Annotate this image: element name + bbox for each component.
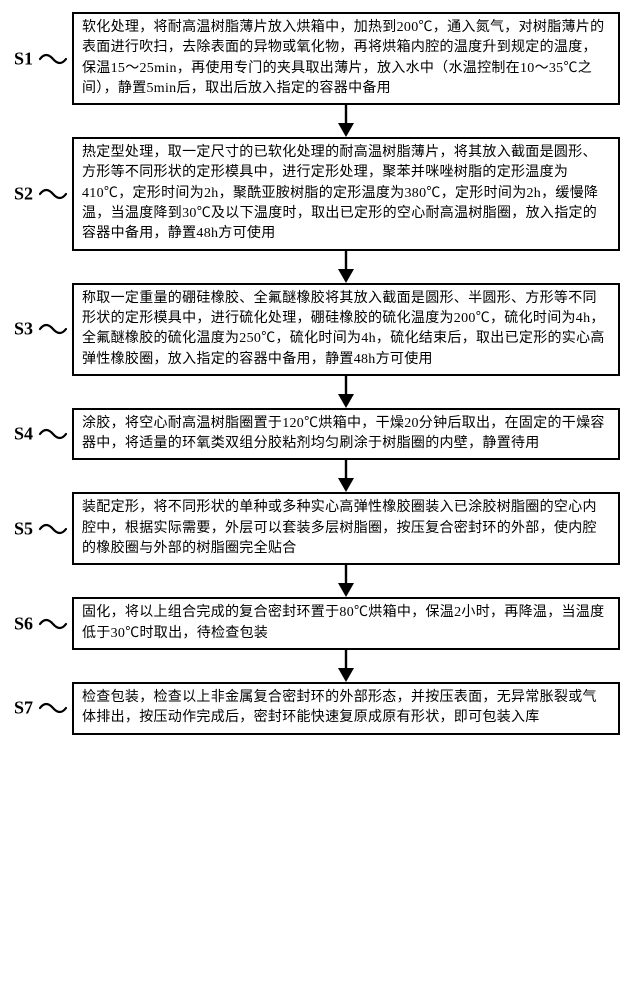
arrow-down-icon	[336, 251, 356, 283]
step-label: S3	[10, 309, 72, 349]
tilde-icon	[38, 615, 70, 633]
arrow-down-icon	[336, 460, 356, 492]
steps-container: S1 软化处理，将耐高温树脂薄片放入烘箱中，加热到200℃，通入氮气，对树脂薄片的…	[10, 12, 620, 735]
step-label: S4	[10, 414, 72, 454]
arrow-down-icon	[336, 650, 356, 682]
tilde-icon	[38, 520, 70, 538]
tilde-icon	[38, 185, 70, 203]
tilde-icon	[38, 425, 70, 443]
tilde-icon	[38, 699, 70, 717]
arrow-down-icon	[336, 105, 356, 137]
arrow-down	[10, 251, 620, 283]
step-s3: S3 称取一定重量的硼硅橡胶、全氟醚橡胶将其放入截面是圆形、半圆形、方形等不同形状…	[10, 283, 620, 376]
arrow-down	[10, 105, 620, 137]
arrow-down	[10, 376, 620, 408]
step-s5: S5 装配定形，将不同形状的单种或多种实心高弹性橡胶圈装入已涂胶树脂圈的空心内腔中…	[10, 492, 620, 565]
arrow-down	[10, 650, 620, 682]
step-s6: S6 固化，将以上组合完成的复合密封环置于80℃烘箱中，保温2小时，再降温，当温度…	[10, 597, 620, 650]
step-label: S6	[10, 604, 72, 644]
step-label: S2	[10, 174, 72, 214]
step-s2: S2 热定型处理，取一定尺寸的已软化处理的耐高温树脂薄片，将其放入截面是圆形、方形…	[10, 137, 620, 250]
step-label: S7	[10, 688, 72, 728]
step-label-text: S2	[14, 183, 33, 204]
step-label-text: S7	[14, 698, 33, 719]
step-s1: S1 软化处理，将耐高温树脂薄片放入烘箱中，加热到200℃，通入氮气，对树脂薄片的…	[10, 12, 620, 105]
arrow-down-icon	[336, 565, 356, 597]
step-s7: S7 检查包装，检查以上非金属复合密封环的外部形态，并按压表面，无异常胀裂或气体排…	[10, 682, 620, 735]
arrow-down	[10, 460, 620, 492]
step-label-text: S1	[14, 48, 33, 69]
step-label-text: S3	[14, 319, 33, 340]
step-box: 固化，将以上组合完成的复合密封环置于80℃烘箱中，保温2小时，再降温，当温度低于…	[72, 597, 620, 650]
step-box: 涂胶，将空心耐高温树脂圈置于120℃烘箱中，干燥20分钟后取出，在固定的干燥容器…	[72, 408, 620, 461]
step-box: 软化处理，将耐高温树脂薄片放入烘箱中，加热到200℃，通入氮气，对树脂薄片的表面…	[72, 12, 620, 105]
tilde-icon	[38, 50, 70, 68]
step-label: S5	[10, 509, 72, 549]
step-s4: S4 涂胶，将空心耐高温树脂圈置于120℃烘箱中，干燥20分钟后取出，在固定的干燥…	[10, 408, 620, 461]
step-box: 热定型处理，取一定尺寸的已软化处理的耐高温树脂薄片，将其放入截面是圆形、方形等不…	[72, 137, 620, 250]
step-label-text: S6	[14, 613, 33, 634]
flowchart-root: S1 软化处理，将耐高温树脂薄片放入烘箱中，加热到200℃，通入氮气，对树脂薄片的…	[0, 0, 630, 1000]
step-box: 检查包装，检查以上非金属复合密封环的外部形态，并按压表面，无异常胀裂或气体排出，…	[72, 682, 620, 735]
arrow-down	[10, 565, 620, 597]
tilde-icon	[38, 320, 70, 338]
step-box: 称取一定重量的硼硅橡胶、全氟醚橡胶将其放入截面是圆形、半圆形、方形等不同形状的定…	[72, 283, 620, 376]
step-label-text: S4	[14, 424, 33, 445]
step-label-text: S5	[14, 518, 33, 539]
step-box: 装配定形，将不同形状的单种或多种实心高弹性橡胶圈装入已涂胶树脂圈的空心内腔中，根…	[72, 492, 620, 565]
step-label: S1	[10, 39, 72, 79]
arrow-down-icon	[336, 376, 356, 408]
